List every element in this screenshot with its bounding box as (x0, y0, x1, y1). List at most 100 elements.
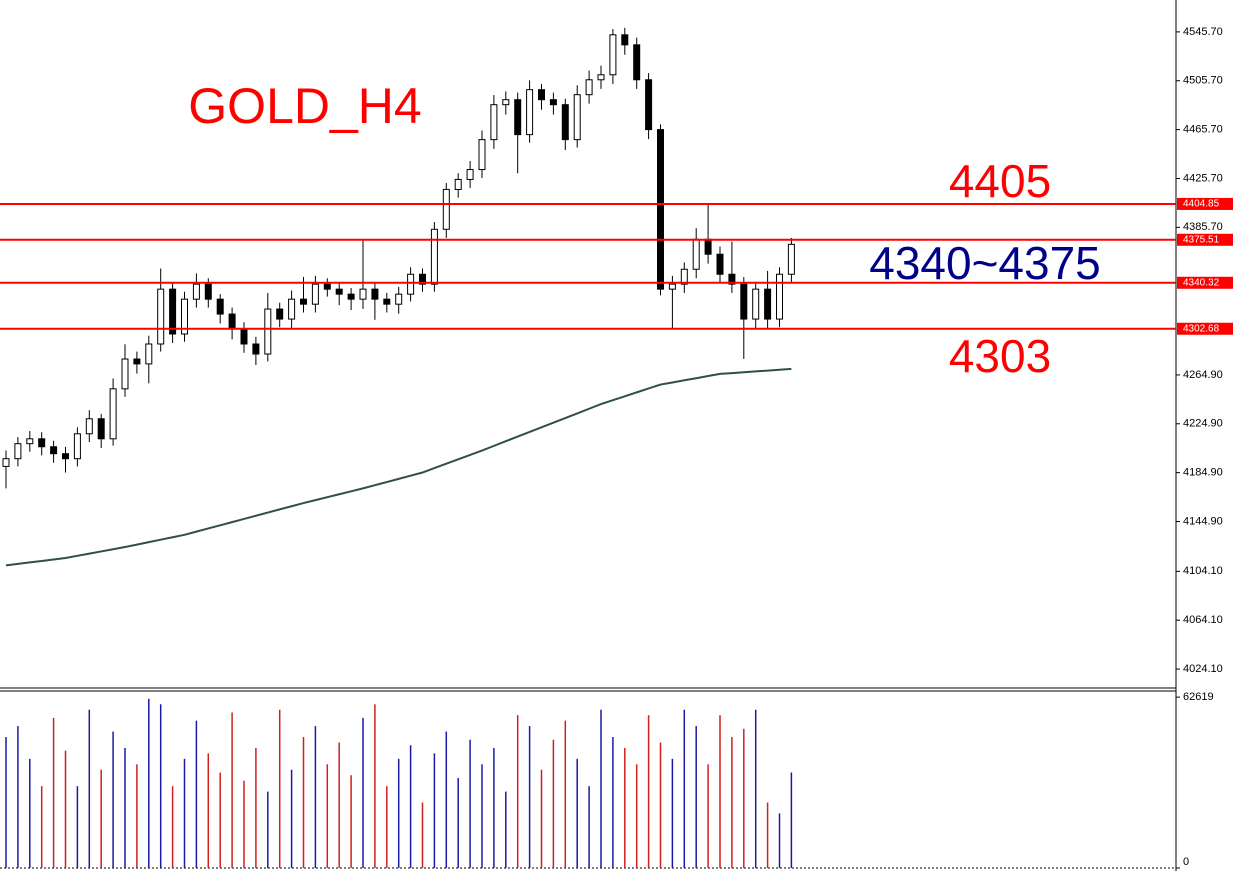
volume-bar (374, 704, 376, 868)
candle-body (252, 343, 260, 355)
candle-body (419, 273, 426, 285)
volume-bar (659, 742, 662, 868)
y-tick-label: 4264.90 (1183, 369, 1223, 381)
volume-bar (397, 758, 400, 868)
candle-body (50, 446, 58, 455)
volume-bar (40, 786, 43, 868)
volume-bar (302, 737, 305, 868)
chart-title: GOLD_H4 (188, 78, 421, 134)
candle-body (454, 178, 462, 190)
volume-bar (635, 764, 638, 868)
volume-bar (5, 737, 7, 868)
volume-bar (612, 737, 614, 868)
volume-bar (790, 772, 793, 868)
volume-bar (124, 747, 126, 868)
volume-bar (647, 715, 650, 868)
volume-bar (207, 753, 210, 868)
volume-bar (362, 717, 364, 868)
volume-bar (112, 731, 114, 868)
level-label-box (1177, 322, 1233, 335)
y-tick-label: 0 (1183, 856, 1189, 868)
candle-body (704, 238, 712, 255)
volume-bar (29, 758, 31, 868)
candle-body (538, 89, 545, 101)
volume-bar (505, 791, 507, 868)
volume-bar (100, 769, 102, 868)
volume-bar (766, 802, 769, 868)
candle-body (490, 104, 498, 141)
candle-body (549, 99, 557, 106)
candle-body (478, 139, 486, 171)
y-tick-label: 4144.90 (1183, 515, 1223, 527)
volume-bar (148, 698, 150, 868)
candle-body (109, 388, 117, 440)
candle-body (359, 288, 367, 300)
candle-body (645, 79, 653, 131)
level-label: 4375.51 (1183, 234, 1220, 245)
moving-average (5, 367, 792, 567)
y-tick-label: 4024.10 (1183, 663, 1223, 675)
candle-body (692, 238, 700, 270)
candle-body (395, 293, 403, 305)
y-tick-label: 4425.70 (1183, 172, 1223, 184)
volume-bar (171, 786, 174, 868)
volume-bar (52, 717, 55, 868)
volume-bar (588, 786, 590, 868)
volume-bar (624, 747, 626, 868)
volume-bar (671, 758, 674, 868)
volume-bar (88, 709, 91, 868)
y-tick-label: 4545.70 (1183, 26, 1223, 38)
candle-body (62, 453, 69, 460)
volume-bar (314, 726, 317, 868)
candle-body (276, 308, 284, 320)
candle-body (204, 283, 212, 300)
candle-body (668, 283, 676, 290)
candle-body (716, 253, 724, 275)
candle-body (502, 99, 510, 106)
level-label-box (1177, 276, 1233, 289)
volume-bar (528, 726, 531, 868)
candle-body (121, 358, 129, 390)
volume-bar (267, 791, 269, 868)
y-tick-label: 4224.90 (1183, 418, 1223, 430)
candle-body (609, 34, 617, 76)
volume-bar (743, 728, 745, 868)
candle-body (573, 94, 581, 141)
volume-bar (386, 786, 388, 868)
candle-body (133, 358, 141, 365)
y-tick-label: 4104.10 (1183, 565, 1223, 577)
volume-bar (540, 769, 543, 868)
volume-bar (409, 745, 412, 868)
candle-body (288, 298, 296, 320)
candle-body (157, 288, 165, 345)
level-label-box (1177, 233, 1233, 246)
candle-body (26, 438, 34, 445)
candle-body (407, 273, 415, 295)
volume-bar (600, 709, 602, 868)
volume-bar (493, 747, 495, 868)
candle-body (85, 418, 93, 435)
candle-body (657, 129, 664, 290)
candle-body (2, 458, 10, 467)
volume-bar (243, 780, 245, 868)
volume-bar (731, 737, 733, 868)
candle-body (181, 298, 188, 335)
annotation: 4405 (949, 155, 1051, 207)
volume-bar (695, 726, 697, 868)
candle-body (728, 273, 736, 285)
volume-bar (683, 709, 686, 868)
volume-bar (481, 764, 483, 868)
candle-body (776, 273, 783, 320)
candle-body (514, 99, 522, 136)
y-tick-label: 4465.70 (1183, 124, 1223, 136)
candle-body (442, 188, 450, 230)
volume-bar (778, 813, 781, 868)
candle-body (633, 44, 641, 81)
level-label: 4302.68 (1183, 323, 1220, 334)
volume-bar (350, 775, 352, 868)
volume-bar (719, 715, 721, 868)
volume-bar (707, 764, 709, 868)
volume-bar (338, 742, 340, 868)
volume-bar (564, 720, 567, 868)
